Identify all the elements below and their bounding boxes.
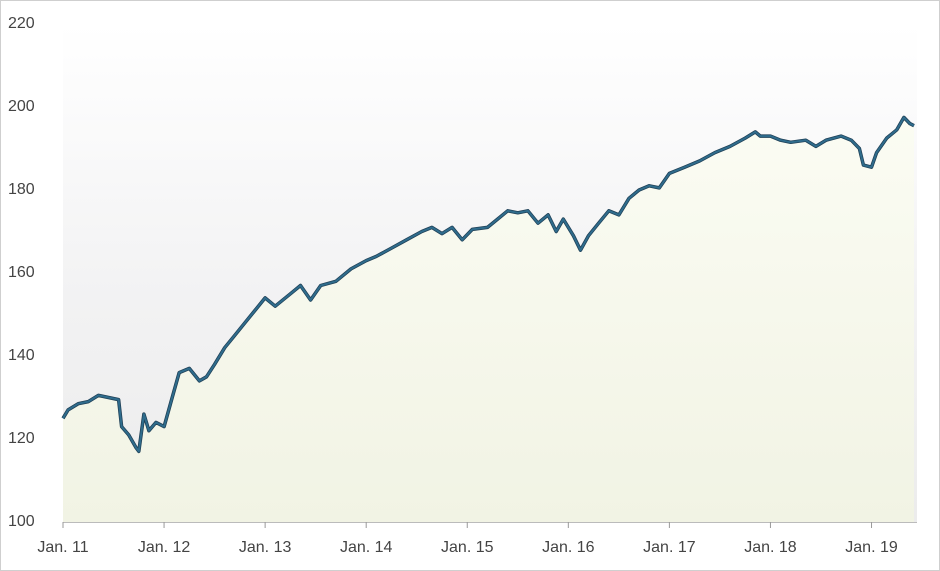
- x-tick-label: Jan. 13: [239, 539, 292, 556]
- area-fill: [63, 117, 914, 523]
- y-tick-label: 140: [8, 347, 35, 364]
- x-tick-label: Jan. 14: [340, 539, 393, 556]
- x-tick-label: Jan. 19: [845, 539, 898, 556]
- x-tick-label: Jan. 15: [441, 539, 494, 556]
- y-tick-label: 100: [8, 513, 35, 530]
- x-tick-label: Jan. 17: [643, 539, 696, 556]
- line: [62, 116, 915, 453]
- y-tick-label: 120: [8, 430, 35, 447]
- y-tick-label: 220: [8, 15, 35, 32]
- x-tick-label: Jan. 12: [138, 539, 191, 556]
- x-tick-label: Jan. 18: [744, 539, 797, 556]
- y-tick-label: 200: [8, 98, 35, 115]
- y-tick-label: 160: [8, 264, 35, 281]
- y-tick-label: 180: [8, 181, 35, 198]
- x-tick-label: Jan. 16: [542, 539, 595, 556]
- x-tick-label: Jan. 11: [37, 539, 88, 556]
